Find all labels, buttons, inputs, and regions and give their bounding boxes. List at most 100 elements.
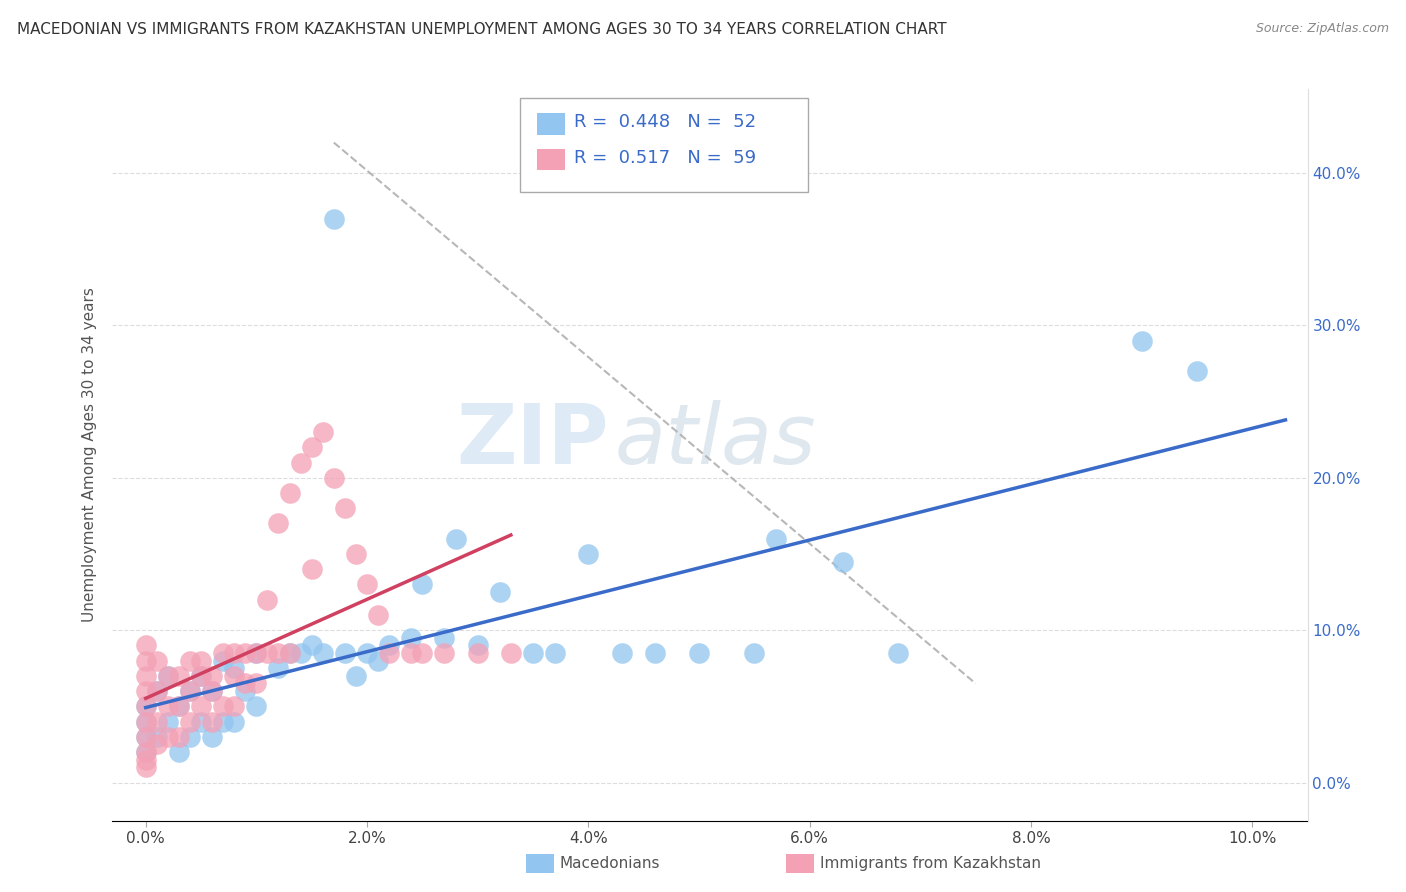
Point <box>245 676 267 690</box>
Point <box>179 654 201 668</box>
Point <box>499 646 522 660</box>
Text: R =  0.517   N =  59: R = 0.517 N = 59 <box>574 149 756 167</box>
Point <box>167 699 190 714</box>
Point <box>356 646 378 660</box>
Point <box>576 547 599 561</box>
Point <box>488 585 510 599</box>
Point <box>245 646 267 660</box>
Point <box>267 646 290 660</box>
Point <box>156 699 179 714</box>
Point <box>278 486 301 500</box>
Point <box>167 699 190 714</box>
Point <box>312 646 335 660</box>
Point <box>256 646 278 660</box>
Point <box>135 714 157 729</box>
Y-axis label: Unemployment Among Ages 30 to 34 years: Unemployment Among Ages 30 to 34 years <box>82 287 97 623</box>
Point <box>333 646 356 660</box>
Point <box>278 646 301 660</box>
Text: Immigrants from Kazakhstan: Immigrants from Kazakhstan <box>820 856 1040 871</box>
Point <box>742 646 765 660</box>
Point <box>135 669 157 683</box>
Point <box>444 532 467 546</box>
Point <box>433 631 456 645</box>
Point <box>167 730 190 744</box>
Point <box>179 684 201 698</box>
Point <box>212 714 235 729</box>
Point <box>290 646 312 660</box>
Point <box>224 714 246 729</box>
Point <box>233 676 256 690</box>
Point <box>190 714 212 729</box>
Point <box>167 669 190 683</box>
Point <box>145 714 167 729</box>
Text: MACEDONIAN VS IMMIGRANTS FROM KAZAKHSTAN UNEMPLOYMENT AMONG AGES 30 TO 34 YEARS : MACEDONIAN VS IMMIGRANTS FROM KAZAKHSTAN… <box>17 22 946 37</box>
Point <box>544 646 567 660</box>
Point <box>135 699 157 714</box>
Point <box>145 684 167 698</box>
Point <box>145 730 167 744</box>
Point <box>135 730 157 744</box>
Point <box>1130 334 1153 348</box>
Point <box>201 714 224 729</box>
Point <box>156 730 179 744</box>
Point <box>212 654 235 668</box>
Point <box>245 699 267 714</box>
Point <box>322 211 344 226</box>
Point <box>224 669 246 683</box>
Point <box>322 471 344 485</box>
Point <box>378 646 401 660</box>
Point <box>135 714 157 729</box>
Point <box>765 532 787 546</box>
Point <box>135 639 157 653</box>
Point <box>401 631 423 645</box>
Point <box>224 661 246 675</box>
Point <box>190 669 212 683</box>
Point <box>135 753 157 767</box>
Point <box>145 654 167 668</box>
Point <box>145 738 167 752</box>
Point <box>301 440 323 454</box>
Point <box>201 684 224 698</box>
Point <box>212 699 235 714</box>
Point <box>290 456 312 470</box>
Point <box>467 639 489 653</box>
Point <box>135 760 157 774</box>
Point <box>411 577 433 591</box>
Point <box>201 730 224 744</box>
Point <box>135 745 157 759</box>
Point <box>179 684 201 698</box>
Point <box>179 730 201 744</box>
Text: ZIP: ZIP <box>456 400 609 481</box>
Point <box>887 646 910 660</box>
Point <box>212 646 235 660</box>
Point <box>831 555 853 569</box>
Point <box>201 669 224 683</box>
Text: R =  0.448   N =  52: R = 0.448 N = 52 <box>574 113 756 131</box>
Point <box>135 684 157 698</box>
Point <box>190 699 212 714</box>
Point <box>135 699 157 714</box>
Point <box>688 646 710 660</box>
Point <box>190 654 212 668</box>
Point <box>156 669 179 683</box>
Point <box>301 639 323 653</box>
Point <box>378 639 401 653</box>
Point <box>522 646 544 660</box>
Point <box>179 714 201 729</box>
Point <box>610 646 633 660</box>
Point <box>135 730 157 744</box>
Point <box>312 425 335 439</box>
Point <box>644 646 666 660</box>
Point <box>333 501 356 516</box>
Point <box>245 646 267 660</box>
Point <box>224 646 246 660</box>
Point <box>167 745 190 759</box>
Point <box>145 684 167 698</box>
Point <box>301 562 323 576</box>
Point <box>367 607 389 622</box>
Point <box>344 669 367 683</box>
Point <box>1185 364 1208 378</box>
Point <box>267 661 290 675</box>
Point <box>156 714 179 729</box>
Point <box>401 646 423 660</box>
